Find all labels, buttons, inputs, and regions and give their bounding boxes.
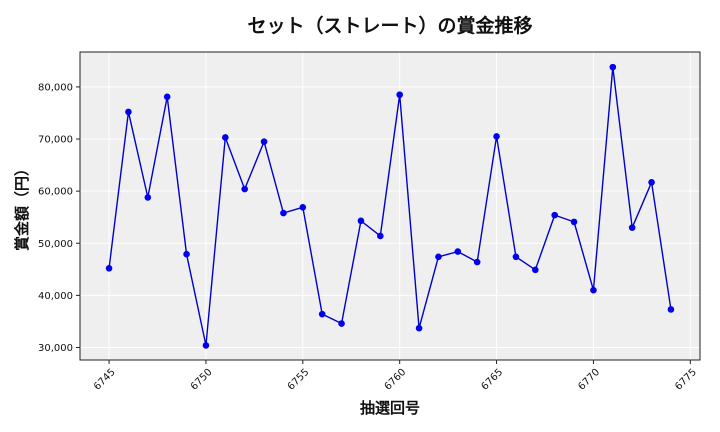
data-point bbox=[512, 253, 520, 261]
data-point bbox=[163, 93, 171, 101]
x-tick-label: 6755 bbox=[286, 367, 312, 393]
data-point bbox=[667, 306, 675, 313]
x-tick-label: 6760 bbox=[383, 367, 409, 393]
y-axis-label: 賞金額（円） bbox=[13, 161, 31, 251]
y-tick-label: 60,000 bbox=[38, 187, 73, 198]
data-point bbox=[357, 217, 365, 225]
data-point bbox=[435, 253, 442, 261]
data-point bbox=[299, 204, 307, 211]
data-series bbox=[105, 63, 675, 349]
plot-frame bbox=[79, 51, 701, 361]
data-point bbox=[493, 133, 500, 140]
data-point bbox=[551, 211, 558, 219]
data-point bbox=[628, 224, 636, 231]
x-tick-label: 6750 bbox=[189, 367, 215, 393]
data-point bbox=[183, 250, 190, 258]
data-point bbox=[532, 266, 539, 274]
data-point bbox=[648, 178, 655, 186]
chart-title: セット（ストレート）の賞金推移 bbox=[247, 14, 532, 37]
data-point bbox=[144, 194, 152, 201]
data-point bbox=[222, 134, 229, 141]
data-point bbox=[415, 324, 423, 332]
grid-lines bbox=[80, 52, 700, 360]
plot-area bbox=[80, 52, 700, 360]
data-point bbox=[241, 185, 248, 193]
x-tick-label: 6775 bbox=[673, 367, 699, 393]
data-point bbox=[590, 286, 597, 294]
x-tick-label: 6745 bbox=[92, 367, 118, 393]
data-point bbox=[260, 138, 268, 145]
y-tick-label: 50,000 bbox=[38, 239, 73, 250]
data-point bbox=[280, 209, 287, 217]
y-tick-label: 70,000 bbox=[38, 135, 73, 146]
data-point bbox=[105, 264, 113, 272]
y-tick-label: 80,000 bbox=[38, 82, 73, 93]
data-point bbox=[570, 218, 578, 226]
data-point bbox=[338, 320, 345, 327]
data-point bbox=[454, 248, 462, 255]
x-tick-label: 6765 bbox=[479, 367, 505, 393]
data-point bbox=[609, 63, 617, 71]
x-tick-label: 6770 bbox=[576, 367, 602, 393]
y-tick-label: 30,000 bbox=[38, 343, 73, 354]
data-point bbox=[473, 258, 481, 266]
data-point bbox=[318, 310, 326, 318]
x-axis-label: 抽選回号 bbox=[360, 399, 420, 417]
data-point bbox=[125, 108, 132, 116]
data-point bbox=[377, 232, 384, 240]
series-line bbox=[108, 67, 672, 346]
y-tick-label: 40,000 bbox=[38, 291, 73, 302]
data-point bbox=[396, 91, 403, 99]
data-point bbox=[202, 342, 210, 349]
